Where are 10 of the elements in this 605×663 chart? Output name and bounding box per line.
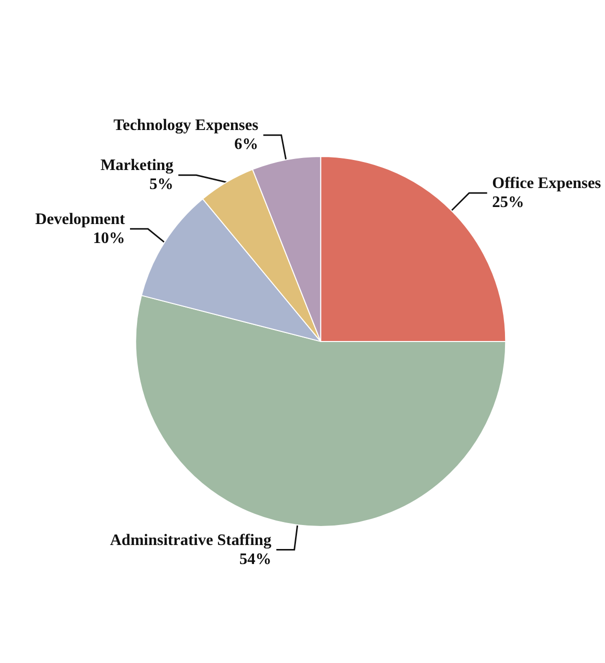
- data-label: 10%: [92, 230, 125, 247]
- data-label: 5%: [149, 176, 174, 194]
- slice-label: Adminsitrative Staffing: [110, 532, 272, 549]
- data-label: 54%: [239, 550, 272, 568]
- data-label: 6%: [234, 136, 258, 154]
- slice-label: Marketing: [100, 157, 174, 174]
- slice-label: Office Expenses: [492, 174, 602, 192]
- data-label: 25%: [492, 194, 524, 211]
- slice-label: Development: [35, 210, 126, 228]
- slice-label: Technology Expenses: [114, 117, 258, 134]
